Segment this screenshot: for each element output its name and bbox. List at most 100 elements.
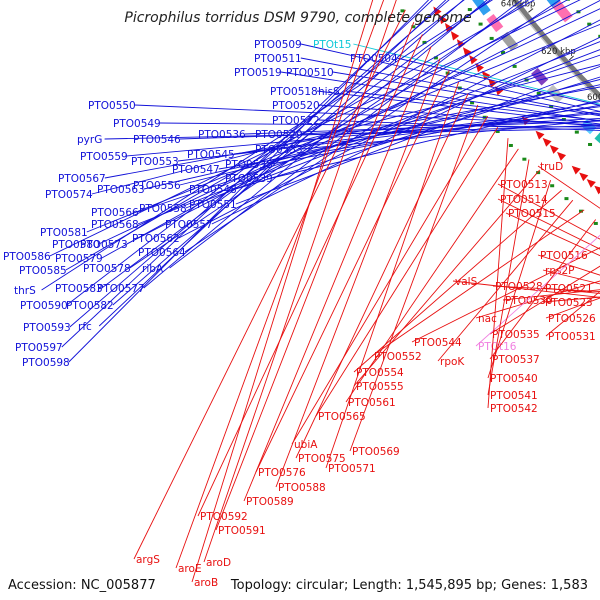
minus-cog-block xyxy=(531,67,549,86)
plus-gene-label: PTO0511 xyxy=(254,53,302,65)
plus-label-leader xyxy=(235,76,600,190)
plus-gene-label: PTO0574 xyxy=(45,189,93,201)
minus-label-leader xyxy=(545,297,600,319)
gc-skew-mark xyxy=(549,105,554,109)
plus-gene-label: PTO0581 xyxy=(40,227,88,239)
minus-gene-label: aroB xyxy=(194,577,218,589)
plus-label-leader xyxy=(300,43,600,112)
minus-label-leader xyxy=(371,209,585,357)
gc-skew-mark xyxy=(470,101,475,105)
plus-label-leader xyxy=(129,0,529,269)
minus-gene-label: PTO0531 xyxy=(548,331,596,343)
minus-label-leader xyxy=(497,183,600,240)
plus-label-leader xyxy=(301,119,600,150)
gc-skew-mark xyxy=(400,9,405,13)
plus-label-leader xyxy=(185,49,600,209)
minus-gene-label: PTO0535 xyxy=(492,329,540,341)
plus-cog-block xyxy=(535,0,561,8)
plus-gene-label: PTO0518 xyxy=(270,86,318,98)
plus-label-leader xyxy=(101,0,491,289)
plus-gene-label: PTO0556 xyxy=(133,180,181,192)
plus-label-leader xyxy=(218,104,600,170)
gc-skew-mark xyxy=(587,22,592,26)
plus-label-leader xyxy=(104,127,600,140)
plus-gene-label: PTO0509 xyxy=(254,39,302,51)
minus-gene-label: PTO0589 xyxy=(246,496,294,508)
plus-gene-label: PTO0593 xyxy=(23,322,71,334)
minus-gene-label: PTO0516 xyxy=(540,250,588,262)
minus-gene-label: PTO0575 xyxy=(298,453,346,465)
plus-gene-label: PTO0529 xyxy=(255,129,303,141)
genome-summary-label: Topology: circular; Length: 1,545,895 bp… xyxy=(230,578,588,593)
map-title: Picrophilus torridus DSM 9790, complete … xyxy=(124,10,471,26)
kbp-tick-label: 600 kbp xyxy=(587,93,600,103)
plus-gene-label: PTO0590 xyxy=(20,300,68,312)
kbp-tick-label: 640 kbp xyxy=(501,0,536,10)
plus-gene-label: PTO0559 xyxy=(80,151,128,163)
plus-label-leader xyxy=(178,19,600,239)
plus-gene-label: PTO0598 xyxy=(22,357,70,369)
minus-gene-label: rpoK xyxy=(440,356,465,368)
minus-label-leader xyxy=(197,34,423,517)
minus-label-leader xyxy=(542,269,600,285)
minus-strand-gene xyxy=(579,172,589,182)
gc-skew-mark xyxy=(467,8,472,12)
plus-label-leader xyxy=(104,86,600,179)
minus-label-leader xyxy=(315,126,499,417)
minus-label-leader xyxy=(291,115,489,445)
minus-label-leader xyxy=(203,0,397,563)
minus-gene-label: PTO0591 xyxy=(218,525,266,537)
minus-gene-label: ubiA xyxy=(294,439,318,451)
minus-gene-label: truD xyxy=(540,161,563,173)
minus-strand-gene xyxy=(557,151,567,161)
plus-label-leader xyxy=(169,0,523,269)
plus-gene-label: PTO0577 xyxy=(97,283,145,295)
minus-label-leader xyxy=(215,21,415,531)
minus-gene-label: PTO0523 xyxy=(545,297,593,309)
minus-strand-gene xyxy=(586,179,596,188)
plus-gene-label: PTO0578 xyxy=(83,263,131,275)
gc-skew-mark xyxy=(574,130,579,134)
minus-gene-label: PTO0526 xyxy=(548,313,596,325)
plus-label-leader xyxy=(143,0,488,289)
plus-gene-label: pyrG xyxy=(77,134,102,146)
plus-gene-label: PTO0510 xyxy=(286,67,334,79)
plus-label-leader xyxy=(86,23,600,233)
plus-gene-label: PTO0583 xyxy=(55,283,103,295)
plus-gene-label: PTO0546 xyxy=(133,134,181,146)
minus-strand-gene xyxy=(433,6,442,16)
plus-label-leader xyxy=(143,84,600,190)
minus-gene-label: PTO0555 xyxy=(356,381,404,393)
minus-label-leader xyxy=(489,265,600,335)
gc-skew-mark xyxy=(500,51,505,55)
minus-cog-block xyxy=(471,0,491,16)
plus-gene-label: PTO0586 xyxy=(3,251,51,263)
plus-label-leader xyxy=(235,65,600,205)
minus-label-leader xyxy=(537,254,600,276)
gc-skew-mark xyxy=(565,0,570,1)
minus-gene-label: argS xyxy=(136,554,160,566)
minus-label-leader xyxy=(345,148,519,403)
minus-label-leader xyxy=(475,234,600,347)
plus-gene-label: PTO0597 xyxy=(15,342,63,354)
minus-label-leader xyxy=(489,219,597,360)
minus-label-leader xyxy=(255,70,450,473)
minus-strand-gene xyxy=(535,130,545,140)
plus-gene-label: PTO0553 xyxy=(131,156,179,168)
genome-backbone-highlight xyxy=(510,0,600,102)
minus-strand-gene xyxy=(475,63,484,73)
minus-label-leader xyxy=(487,180,551,379)
minus-label-leader xyxy=(537,165,600,209)
plus-gene-label: rfc xyxy=(78,321,92,333)
plus-label-leader xyxy=(134,104,600,126)
minus-label-leader xyxy=(349,104,479,452)
minus-gene-label: aroE xyxy=(178,563,202,575)
minus-gene-label: PTO0588 xyxy=(278,482,326,494)
minus-label-leader xyxy=(542,296,600,303)
minus-label-leader xyxy=(175,0,385,569)
plus-label-leader xyxy=(271,101,600,165)
minus-gene-label: PTO0544 xyxy=(414,337,462,349)
minus-gene-label: PTO0561 xyxy=(348,397,396,409)
plus-gene-label: PTO0549 xyxy=(113,118,161,130)
minus-label-leader xyxy=(545,290,600,337)
